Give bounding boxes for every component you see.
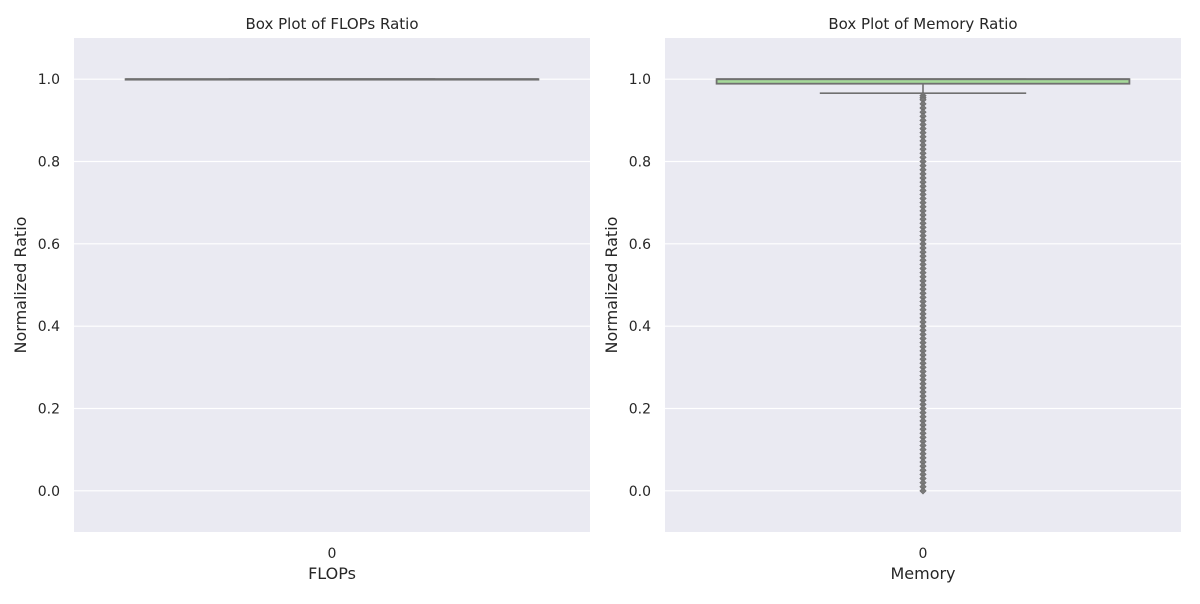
y-tick-label: 0.2 xyxy=(38,402,60,418)
chart-panel-2: 0.0 0.2 0.4 0.6 0.8 1.0 0 Box Plot of Memory Ra… xyxy=(602,15,1181,583)
y-tick-label: 0.6 xyxy=(629,237,651,253)
x-axis-label: Memory xyxy=(890,564,955,583)
y-tick-label: 0.0 xyxy=(629,484,651,500)
y-tick-label: 0.0 xyxy=(38,484,60,500)
y-tick-label: 1.0 xyxy=(629,72,651,88)
y-tick-label: 0.6 xyxy=(38,237,60,253)
chart-title: Box Plot of Memory Ratio xyxy=(828,15,1017,33)
chart-title: Box Plot of FLOPs Ratio xyxy=(245,15,418,33)
x-axis-label: FLOPs xyxy=(308,564,356,583)
y-axis-label: Normalized Ratio xyxy=(602,217,621,354)
y-tick-label: 0.8 xyxy=(629,155,651,171)
y-axis-label: Normalized Ratio xyxy=(11,217,30,354)
plot-area-background xyxy=(74,38,590,532)
y-tick-label: 0.2 xyxy=(629,402,651,418)
y-tick-label: 0.4 xyxy=(629,319,651,335)
y-tick-label: 0.4 xyxy=(38,319,60,335)
outlier-point xyxy=(919,487,927,495)
chart-panel-1: 0.0 0.2 0.4 0.6 0.8 1.0 0 Box Plot of FLOPs Rat… xyxy=(11,15,590,583)
y-tick-label: 0.8 xyxy=(38,155,60,171)
x-tick-label: 0 xyxy=(919,546,928,562)
y-tick-label: 1.0 xyxy=(38,72,60,88)
x-tick-label: 0 xyxy=(328,546,337,562)
